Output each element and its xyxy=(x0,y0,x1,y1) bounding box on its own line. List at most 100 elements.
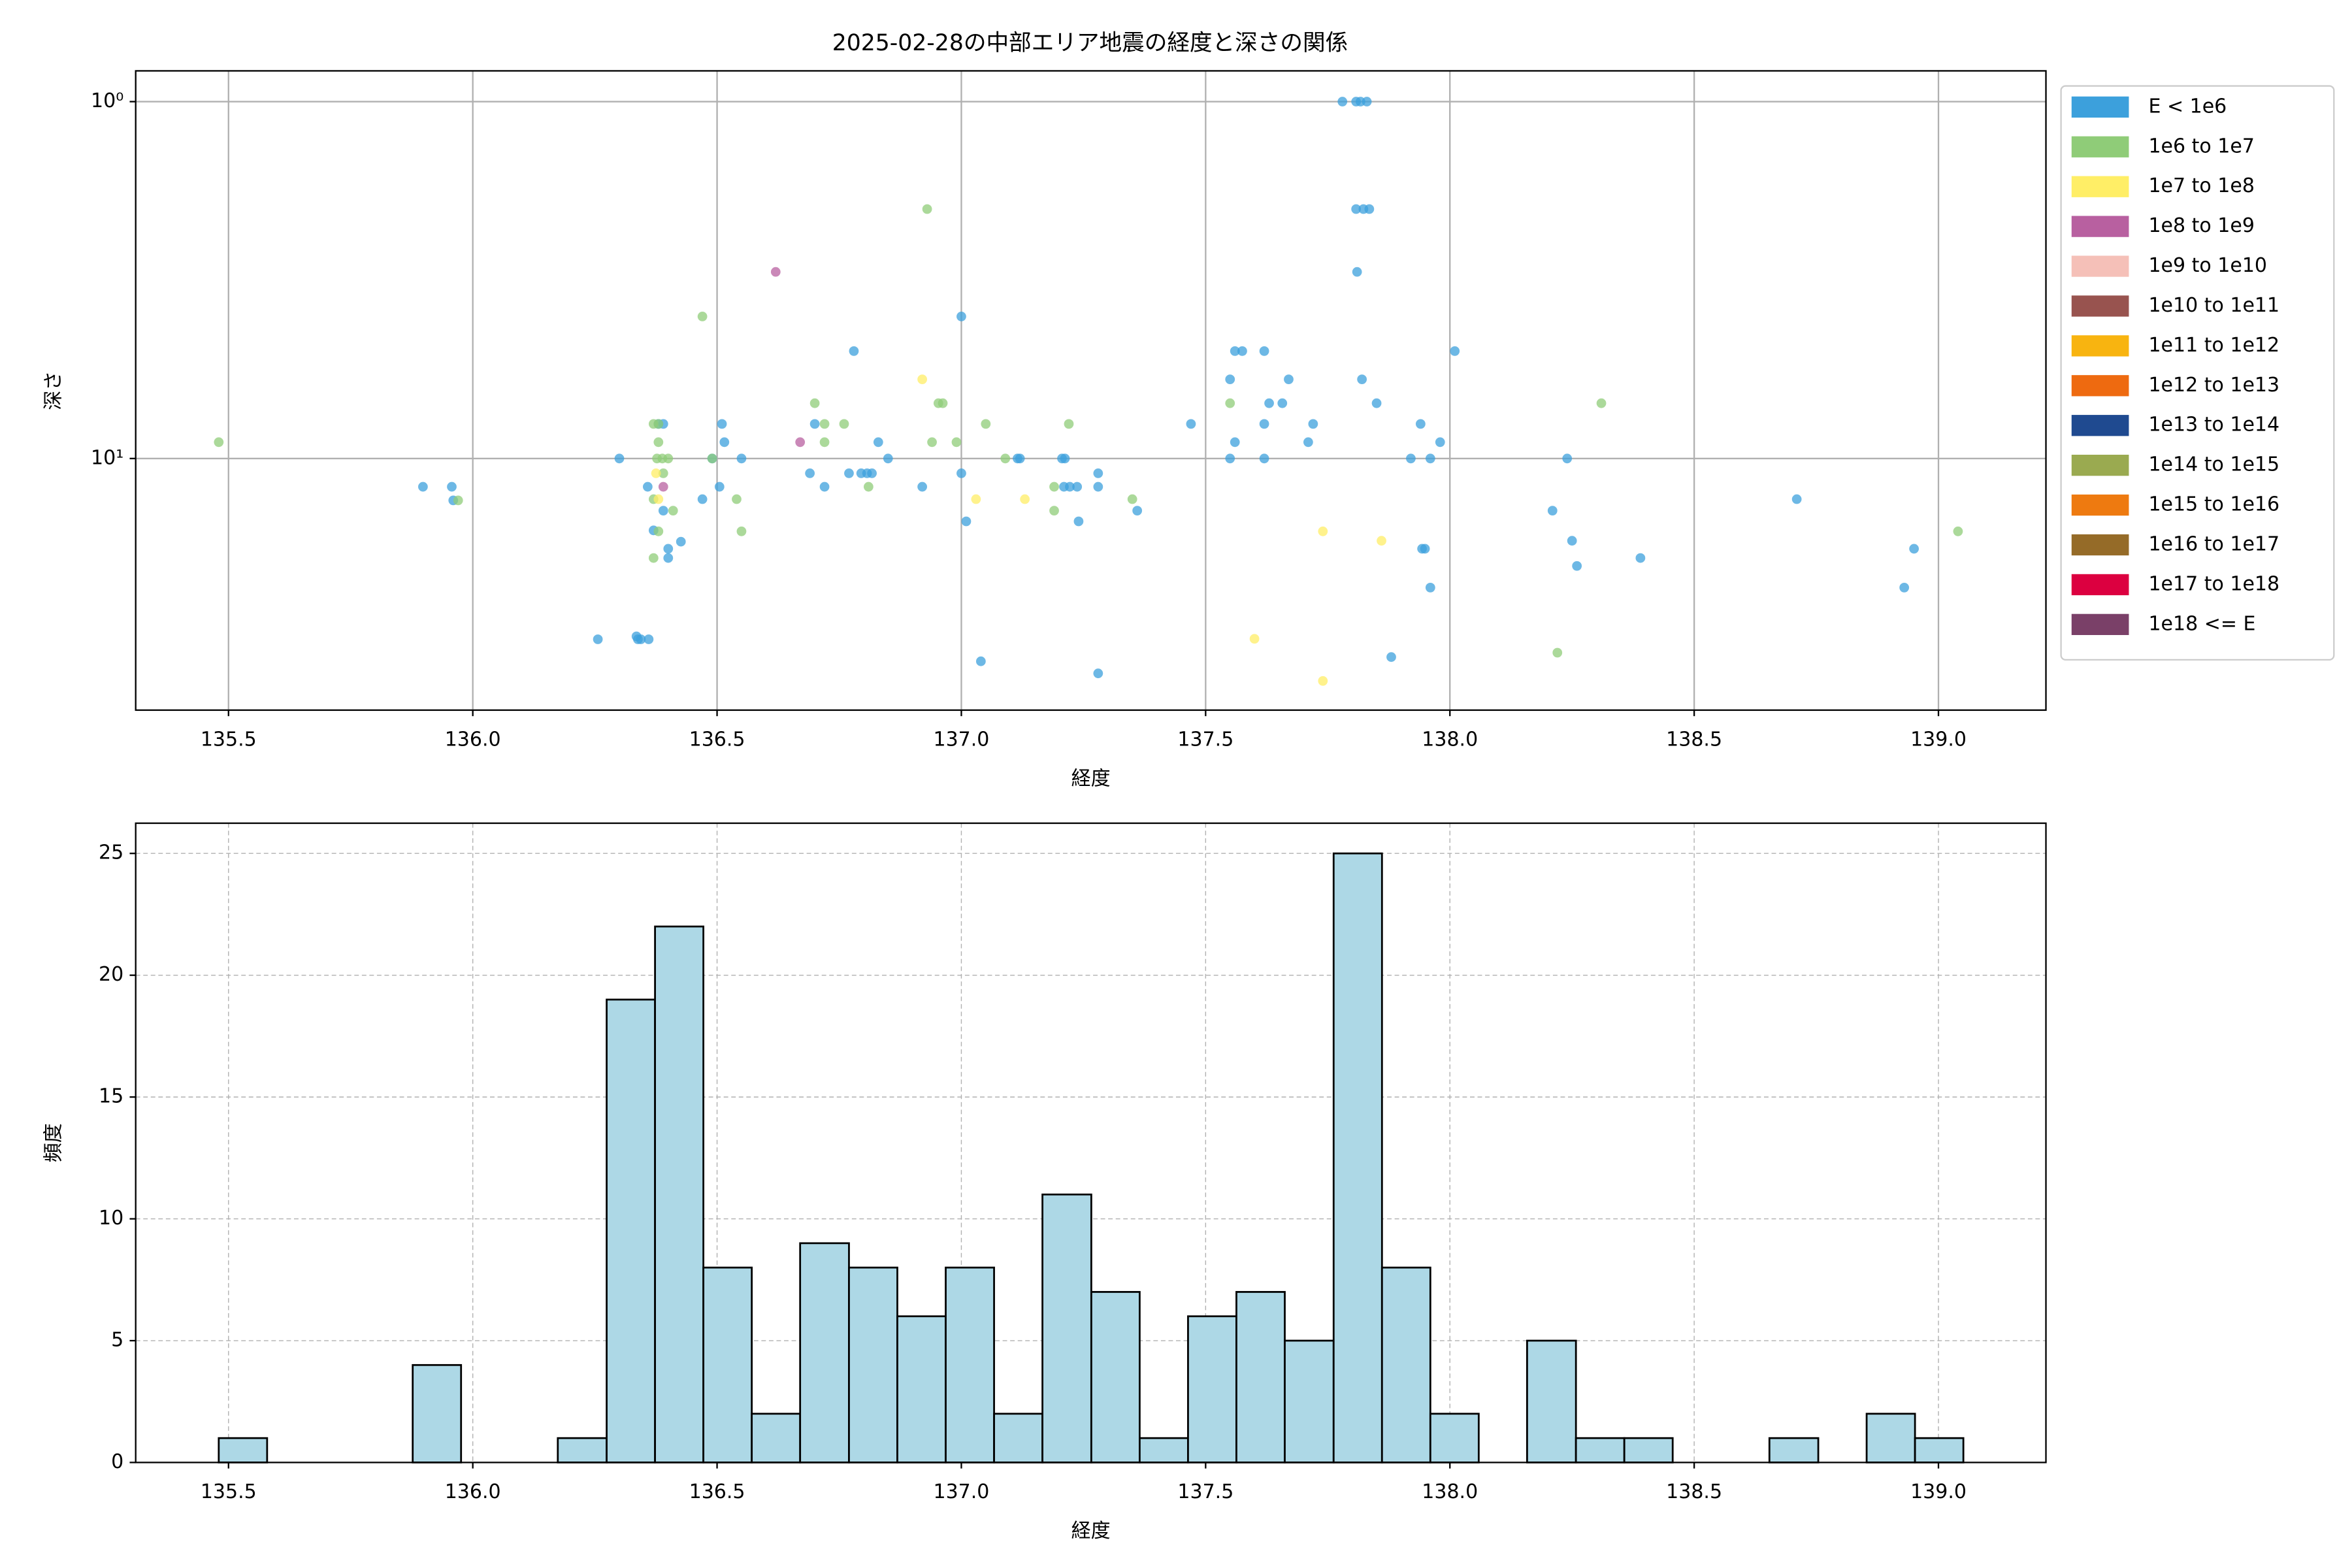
legend-swatch xyxy=(2071,415,2129,436)
legend-label: 1e18 <= E xyxy=(2148,612,2255,635)
scatter-point xyxy=(642,482,653,492)
scatter-point xyxy=(614,453,625,464)
plot-frame xyxy=(135,70,2047,711)
legend-label: 1e7 to 1e8 xyxy=(2148,174,2254,197)
legend-swatch xyxy=(2071,335,2129,357)
scatter-point xyxy=(644,634,654,644)
histogram-bar xyxy=(1332,852,1383,1463)
scatter-point xyxy=(805,468,815,478)
scatter-point xyxy=(1277,398,1288,408)
x-tick-label: 136.5 xyxy=(689,1480,745,1503)
y-tick-label: 10 xyxy=(99,1207,123,1230)
scatter-point xyxy=(663,553,674,563)
scatter-point xyxy=(1318,676,1328,686)
histogram-bar xyxy=(702,1266,753,1463)
scatter-point xyxy=(1049,482,1059,492)
scatter-point xyxy=(819,419,830,429)
histogram-bar xyxy=(1187,1315,1237,1463)
scatter-point xyxy=(1308,419,1318,429)
scatter-point xyxy=(732,494,742,504)
legend-label: 1e9 to 1e10 xyxy=(2148,254,2267,277)
scatter-point xyxy=(1572,561,1582,571)
histogram-bar xyxy=(848,1266,898,1463)
scatter-point xyxy=(1425,453,1435,464)
scatter-point xyxy=(1259,453,1269,464)
scatter-point xyxy=(938,398,948,408)
scatter-point xyxy=(663,453,674,464)
scatter-point xyxy=(819,437,830,448)
scatter-point xyxy=(1791,494,1802,504)
scatter-point xyxy=(917,374,928,385)
x-axis-label: 経度 xyxy=(1071,768,1111,791)
scatter-point xyxy=(951,437,962,448)
x-tick-label: 136.0 xyxy=(445,728,501,751)
histogram-bar xyxy=(1380,1266,1431,1463)
scatter-point xyxy=(809,419,820,429)
scatter-point xyxy=(636,634,646,644)
scatter-point xyxy=(593,634,603,644)
legend-label: 1e10 to 1e11 xyxy=(2148,294,2279,317)
scatter-point xyxy=(717,419,727,429)
legend-label: 1e17 to 1e18 xyxy=(2148,572,2279,595)
scatter-point xyxy=(1357,374,1367,385)
scatter-point xyxy=(1364,204,1375,214)
scatter-point xyxy=(214,437,224,448)
scatter-point xyxy=(418,482,428,492)
scatter-point xyxy=(1562,453,1573,464)
scatter-point xyxy=(1127,494,1137,504)
scatter-point xyxy=(863,482,874,492)
scatter-point xyxy=(736,453,747,464)
scatter-point xyxy=(1547,506,1558,516)
scatter-point xyxy=(736,526,747,536)
x-tick-label: 137.5 xyxy=(1177,728,1233,751)
legend-swatch xyxy=(2071,534,2129,556)
chart-title: 2025-02-28の中部エリア地震の経度と深さの関係 xyxy=(832,30,1348,56)
scatter-point xyxy=(1259,419,1269,429)
scatter-point xyxy=(1230,437,1240,448)
scatter-point xyxy=(668,506,678,516)
histogram-bar xyxy=(1526,1339,1577,1463)
histogram-bar xyxy=(799,1242,850,1463)
y-tick-label: 10¹ xyxy=(91,446,123,469)
legend-swatch xyxy=(2071,216,2129,237)
scatter-point xyxy=(961,516,972,527)
scatter-point xyxy=(1186,419,1196,429)
scatter-point xyxy=(1284,374,1294,385)
scatter-point xyxy=(809,398,820,408)
scatter-point xyxy=(1552,647,1563,658)
x-tick-label: 137.5 xyxy=(1177,1480,1233,1503)
legend-label: 1e16 to 1e17 xyxy=(2148,533,2279,556)
y-tick-label: 20 xyxy=(99,963,123,986)
legend-swatch xyxy=(2071,375,2129,397)
x-tick-label: 135.5 xyxy=(201,1480,257,1503)
scatter-point xyxy=(1073,516,1084,527)
scatter-point xyxy=(1337,97,1348,106)
scatter-point xyxy=(1093,468,1103,478)
histogram-bar xyxy=(1429,1413,1480,1463)
scatter-point xyxy=(917,482,928,492)
scatter-point xyxy=(1225,453,1235,464)
x-tick-label: 139.0 xyxy=(1910,728,1967,751)
legend-label: 1e14 to 1e15 xyxy=(2148,453,2279,476)
scatter-point xyxy=(956,468,966,478)
scatter-point xyxy=(1377,536,1386,546)
plot-frame xyxy=(135,822,2047,1463)
scatter-point xyxy=(653,437,664,448)
legend-label: 1e13 to 1e14 xyxy=(2148,414,2279,436)
histogram-bar xyxy=(945,1266,995,1463)
scatter-point xyxy=(697,494,708,504)
legend-swatch xyxy=(2071,574,2129,596)
histogram-bar xyxy=(1139,1437,1189,1463)
scatter-point xyxy=(1064,419,1074,429)
scatter-point xyxy=(922,204,932,214)
scatter-point xyxy=(1020,494,1030,504)
legend-box xyxy=(2060,85,2335,661)
scatter-point xyxy=(1351,204,1362,214)
scatter-point xyxy=(1953,526,1963,536)
scatter-point xyxy=(1899,583,1910,593)
scatter-point xyxy=(1264,398,1274,408)
scatter-point xyxy=(971,494,981,504)
histogram-bar xyxy=(1865,1413,1916,1463)
scatter-point xyxy=(653,526,664,536)
